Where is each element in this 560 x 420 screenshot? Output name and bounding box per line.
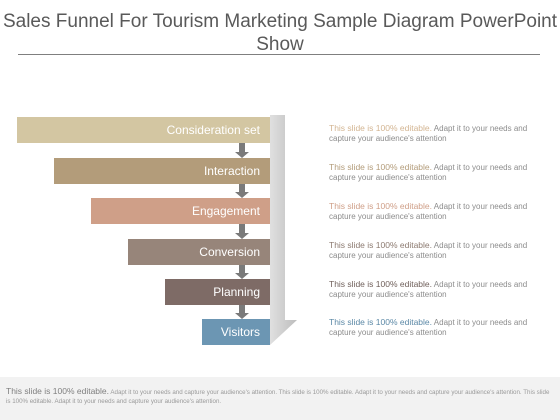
stage-label: Consideration set: [166, 123, 260, 137]
footer-lead: This slide is 100% editable.: [6, 386, 110, 396]
description-text: Adapt it to your needs and capture your …: [329, 280, 528, 299]
flow-arrow: [235, 265, 249, 279]
funnel-stage: Conversion: [128, 239, 270, 265]
description-highlight: This slide is 100% editable.: [329, 240, 433, 250]
description-highlight: This slide is 100% editable.: [329, 123, 433, 133]
footer-body: Adapt it to your needs and capture your …: [6, 389, 550, 405]
funnel-stage: Planning: [165, 279, 270, 305]
stage-description: This slide is 100% editable. Adapt it to…: [329, 279, 534, 300]
stage-label: Interaction: [203, 164, 260, 178]
description-text: Adapt it to your needs and capture your …: [329, 202, 528, 221]
description-highlight: This slide is 100% editable.: [329, 317, 433, 327]
stage-label: Engagement: [191, 204, 260, 218]
description-highlight: This slide is 100% editable.: [329, 162, 433, 172]
stage-description: This slide is 100% editable. Adapt it to…: [329, 123, 534, 144]
stage-description: This slide is 100% editable. Adapt it to…: [329, 317, 534, 338]
title-underline: [18, 54, 540, 55]
stage-label: Conversion: [199, 245, 260, 259]
flow-arrow: [235, 305, 249, 319]
funnel-diagram: Consideration set Interaction Engagement…: [17, 115, 534, 345]
funnel-backdrop: [270, 115, 297, 345]
description-highlight: This slide is 100% editable.: [329, 279, 433, 289]
footer-band: [0, 377, 560, 420]
funnel-stage: Consideration set: [17, 117, 270, 143]
stage-label: Visitors: [220, 325, 260, 339]
stage-description: This slide is 100% editable. Adapt it to…: [329, 162, 534, 183]
description-text: Adapt it to your needs and capture your …: [329, 241, 528, 260]
funnel-stage: Visitors: [202, 319, 270, 345]
description-highlight: This slide is 100% editable.: [329, 201, 433, 211]
slide-title: Sales Funnel For Tourism Marketing Sampl…: [2, 11, 558, 55]
description-text: Adapt it to your needs and capture your …: [329, 318, 528, 337]
stage-description: This slide is 100% editable. Adapt it to…: [329, 201, 534, 222]
footer-text: This slide is 100% editable. Adapt it to…: [6, 387, 554, 406]
funnel-stage: Engagement: [91, 198, 270, 224]
flow-arrow: [235, 143, 249, 158]
stage-description: This slide is 100% editable. Adapt it to…: [329, 240, 534, 261]
flow-arrow: [235, 184, 249, 198]
funnel-stage: Interaction: [54, 158, 270, 184]
flow-arrow: [235, 224, 249, 239]
description-text: Adapt it to your needs and capture your …: [329, 124, 528, 143]
description-text: Adapt it to your needs and capture your …: [329, 163, 528, 182]
stage-label: Planning: [213, 285, 260, 299]
